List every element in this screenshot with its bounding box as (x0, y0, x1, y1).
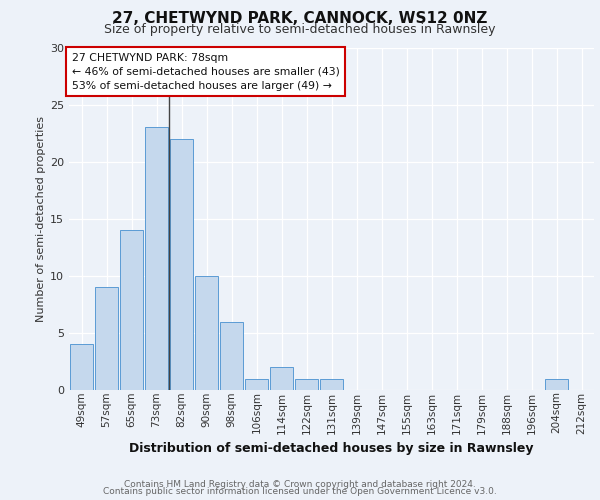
Bar (245, 378, 268, 390)
Text: Contains public sector information licensed under the Open Government Licence v3: Contains public sector information licen… (103, 487, 497, 496)
Bar (70, 344, 93, 390)
Text: 27, CHETWYND PARK, CANNOCK, WS12 0NZ: 27, CHETWYND PARK, CANNOCK, WS12 0NZ (112, 11, 488, 26)
Bar (545, 378, 568, 390)
Text: Contains HM Land Registry data © Crown copyright and database right 2024.: Contains HM Land Registry data © Crown c… (124, 480, 476, 489)
Bar (220, 322, 243, 390)
Text: Size of property relative to semi-detached houses in Rawnsley: Size of property relative to semi-detach… (104, 22, 496, 36)
Bar (120, 230, 143, 390)
Bar (145, 128, 168, 390)
Bar (195, 276, 218, 390)
Y-axis label: Number of semi-detached properties: Number of semi-detached properties (36, 116, 46, 322)
Bar (295, 378, 318, 390)
Text: 27 CHETWYND PARK: 78sqm
← 46% of semi-detached houses are smaller (43)
53% of se: 27 CHETWYND PARK: 78sqm ← 46% of semi-de… (71, 52, 340, 90)
Bar (170, 139, 193, 390)
X-axis label: Distribution of semi-detached houses by size in Rawnsley: Distribution of semi-detached houses by … (129, 442, 534, 455)
Bar (320, 378, 343, 390)
Bar (95, 287, 118, 390)
Bar (270, 367, 293, 390)
